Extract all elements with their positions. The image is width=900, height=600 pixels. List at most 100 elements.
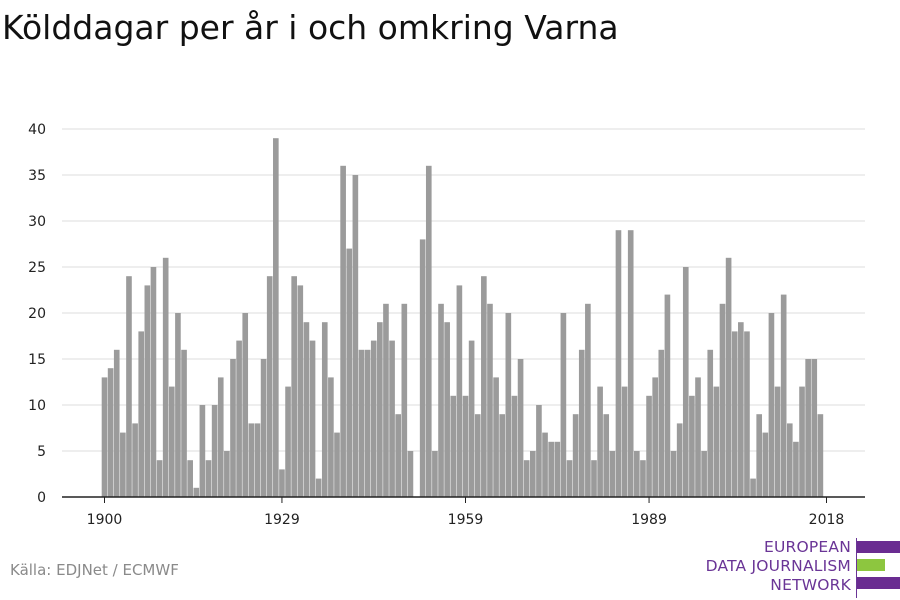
bar-1972	[542, 432, 548, 497]
logo-text-line-1: EUROPEAN	[763, 538, 851, 556]
bar-1982	[603, 414, 610, 497]
bar-1971	[536, 405, 542, 497]
bar-1987	[634, 451, 640, 497]
bar-1943	[364, 349, 371, 497]
bar-1956	[444, 322, 450, 497]
bar-2017	[817, 414, 824, 497]
bar-1921	[230, 359, 236, 497]
bar-2012	[786, 423, 793, 497]
bar-1984	[615, 230, 622, 497]
chart-title: Kölddagar per år i och omkring Varna	[2, 8, 619, 47]
bar-1950	[407, 451, 414, 497]
bar-1963	[487, 303, 493, 497]
bar-1920	[224, 451, 230, 497]
bar-1939	[340, 165, 346, 498]
bar-1906	[138, 331, 145, 497]
bar-1923	[242, 313, 249, 497]
bar-2001	[719, 303, 726, 497]
bar-1929	[279, 469, 285, 497]
bar-1909	[156, 460, 163, 497]
bar-1944	[370, 340, 377, 497]
y-tick-label-5: 5	[37, 444, 46, 460]
bar-1935	[315, 478, 322, 497]
bar-1966	[505, 313, 512, 497]
bar-1970	[529, 451, 536, 497]
logo-divider	[856, 538, 857, 598]
y-tick-label-10: 10	[28, 398, 46, 414]
bar-2014	[799, 386, 805, 497]
bar-2015	[805, 359, 811, 497]
bar-1945	[377, 322, 383, 497]
y-tick-label-0: 0	[37, 490, 46, 506]
bar-1992	[664, 294, 671, 497]
bar-1961	[474, 414, 481, 497]
logo-bar-bottom	[857, 577, 900, 589]
bar-1927	[266, 276, 273, 497]
bar-1938	[334, 432, 340, 497]
bar-1934	[309, 340, 316, 497]
bar-1964	[493, 377, 499, 497]
bar-1917	[205, 460, 212, 497]
bar-1936	[321, 322, 328, 497]
bar-1913	[181, 349, 187, 497]
bar-2006	[750, 478, 756, 497]
bar-1955	[438, 303, 444, 497]
bar-2011	[780, 294, 787, 497]
bar-1983	[609, 451, 616, 497]
bar-1989	[646, 395, 652, 497]
bar-1912	[175, 313, 181, 497]
bar-1962	[481, 276, 487, 497]
bar-1918	[211, 405, 218, 497]
bar-1904	[126, 276, 132, 497]
bar-2007	[756, 414, 763, 497]
bar-1932	[297, 285, 304, 497]
bar-1991	[658, 349, 665, 497]
bar-2013	[793, 441, 799, 497]
bar-1981	[597, 386, 603, 497]
bar-2010	[774, 386, 781, 497]
bar-1976	[566, 460, 573, 497]
bar-1914	[187, 460, 193, 497]
bar-2002	[725, 257, 732, 497]
bar-1959	[462, 395, 469, 497]
bar-1926	[260, 359, 267, 497]
bar-1996	[689, 395, 695, 497]
bar-1979	[585, 303, 591, 497]
bar-1924	[248, 423, 255, 497]
bar-1993	[670, 451, 677, 497]
y-tick-label-25: 25	[28, 260, 46, 276]
bar-1931	[291, 276, 297, 497]
bar-1922	[236, 340, 242, 497]
bar-2016	[811, 359, 818, 497]
bar-1910	[162, 257, 169, 497]
bar-1954	[432, 451, 438, 497]
x-tick-label-1900: 1900	[87, 512, 123, 528]
bar-1907	[144, 285, 151, 497]
x-tick-label-2018: 2018	[809, 512, 845, 528]
bar-1900	[101, 377, 108, 497]
bar-1997	[695, 377, 701, 497]
bar-1902	[113, 349, 120, 497]
bar-1949	[401, 303, 408, 497]
bar-1925	[254, 423, 261, 497]
bar-1990	[652, 377, 658, 497]
bar-2003	[731, 331, 738, 497]
bar-1985	[621, 386, 628, 497]
y-axis-labels: 0 5 10 15 20 25 30 35 40	[28, 122, 46, 506]
bar-1941	[352, 175, 359, 497]
bar-1968	[517, 359, 524, 497]
bars	[101, 138, 824, 498]
bar-1978	[578, 349, 585, 497]
bar-2004	[738, 322, 744, 497]
logo-bar-top	[857, 541, 900, 553]
bar-1973	[548, 441, 554, 497]
bar-1930	[285, 386, 291, 497]
bar-1946	[383, 303, 389, 497]
bar-1999	[707, 349, 714, 497]
bar-1995	[682, 267, 689, 497]
edjnet-logo[interactable]: EUROPEAN DATA JOURNALISM NETWORK	[700, 538, 900, 598]
bar-1974	[554, 441, 561, 497]
bar-1986	[627, 230, 634, 497]
bar-1994	[676, 423, 683, 497]
bar-1965	[499, 414, 506, 497]
